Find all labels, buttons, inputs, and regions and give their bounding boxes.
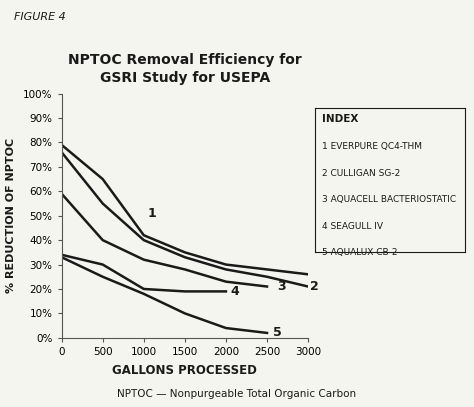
Text: FIGURE 4: FIGURE 4: [14, 12, 66, 22]
Text: 4: 4: [230, 285, 239, 298]
Text: 3 AQUACELL BACTERIOSTATIC: 3 AQUACELL BACTERIOSTATIC: [322, 195, 456, 204]
Title: NPTOC Removal Efficiency for
GSRI Study for USEPA: NPTOC Removal Efficiency for GSRI Study …: [68, 53, 302, 85]
Text: 1: 1: [148, 207, 156, 220]
Text: 2: 2: [310, 280, 319, 293]
Text: 5: 5: [273, 326, 282, 339]
Text: 3: 3: [277, 280, 285, 293]
Text: 5 AQUALUX CB-2: 5 AQUALUX CB-2: [322, 248, 398, 257]
Text: 4 SEAGULL IV: 4 SEAGULL IV: [322, 222, 383, 231]
X-axis label: GALLONS PROCESSED: GALLONS PROCESSED: [112, 364, 257, 377]
Text: 2 CULLIGAN SG-2: 2 CULLIGAN SG-2: [322, 169, 401, 178]
Text: NPTOC — Nonpurgeable Total Organic Carbon: NPTOC — Nonpurgeable Total Organic Carbo…: [118, 389, 356, 399]
Y-axis label: % REDUCTION OF NPTOC: % REDUCTION OF NPTOC: [6, 138, 16, 293]
Text: 1 EVERPURE QC4-THM: 1 EVERPURE QC4-THM: [322, 142, 422, 151]
Text: INDEX: INDEX: [322, 114, 359, 124]
